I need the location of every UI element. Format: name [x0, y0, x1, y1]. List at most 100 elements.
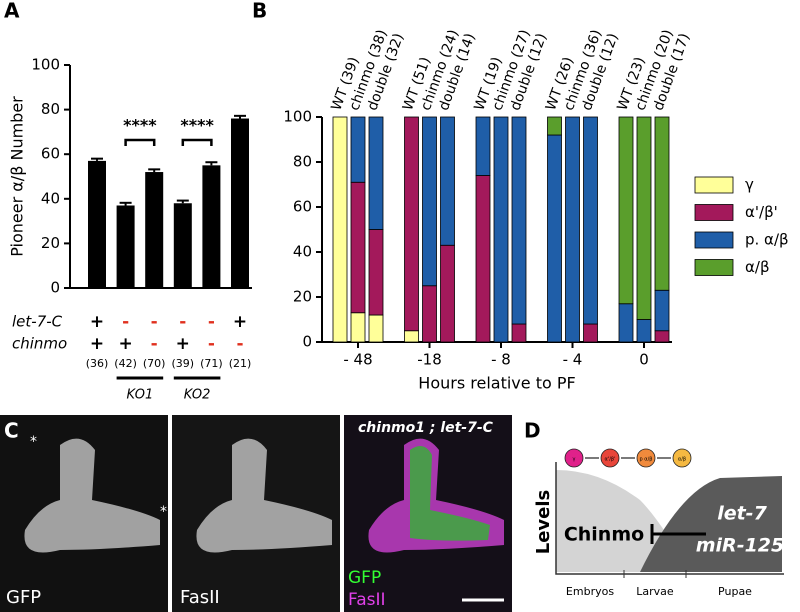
y-tick-label: 60: [41, 145, 60, 163]
y-tick-label: 0: [50, 279, 60, 297]
legend-label: α/β: [745, 258, 770, 276]
image-label: FasII: [180, 587, 220, 608]
bar-segment: [350, 116, 366, 183]
bar-segment: [368, 314, 384, 343]
merge-label: FasII: [348, 590, 386, 610]
bar-segment: [332, 116, 348, 343]
legend-swatch: [694, 176, 734, 194]
bar-segment: [404, 330, 419, 343]
bar-segment: [654, 116, 670, 291]
bar-segment: [368, 116, 384, 230]
x-tick-label: - 8: [491, 351, 511, 369]
legend-label: α'/β': [745, 203, 778, 221]
stage-label: α'/β': [605, 457, 616, 463]
bar: [231, 118, 249, 289]
image-label: GFP: [6, 587, 41, 608]
genotype-name: chinmo: [12, 335, 67, 353]
bar-segment: [511, 116, 527, 325]
marker: *: [30, 434, 37, 450]
bar: [88, 160, 106, 288]
count-label: (71): [200, 357, 223, 370]
group-label: KO2: [184, 388, 211, 403]
stage-circles: [564, 448, 692, 468]
marker: *: [160, 504, 167, 520]
stage-x-label: Embryos: [566, 585, 614, 598]
bar: [202, 165, 221, 288]
bar-segment: [547, 134, 562, 343]
brain-shape: [24, 438, 504, 553]
genotype-symbol: +: [90, 312, 104, 332]
x-axis-label: Hours relative to PF: [418, 374, 575, 393]
bar-segment: [583, 116, 598, 325]
genotype-symbol: -: [151, 312, 158, 332]
bar-segment: [636, 319, 652, 343]
bar-segment: [440, 116, 455, 246]
stage-x-label: Larvae: [636, 585, 674, 598]
bar-segment: [636, 116, 652, 320]
count-label: (21): [229, 357, 252, 370]
axes: [555, 462, 784, 575]
merge-label: GFP: [348, 568, 381, 588]
y-tick-label: 20: [293, 288, 312, 306]
bar-segment: [350, 312, 366, 343]
mir125-label: miR-125: [696, 535, 785, 557]
x-tick-label: - 48: [343, 351, 372, 369]
stage-x-label: Pupae: [718, 585, 752, 598]
y-tick-label: 60: [293, 198, 312, 216]
bar-segment: [422, 116, 437, 287]
count-label: (70): [143, 357, 166, 370]
y-axis-label: Pioneer α/β Number: [8, 96, 27, 257]
genotype-symbol: -: [208, 312, 215, 332]
legend-label: γ: [745, 176, 754, 194]
genotype-symbol: +: [90, 334, 104, 354]
bar-segment: [475, 116, 491, 176]
y-tick-label: 40: [293, 243, 312, 261]
significance-bracket: [124, 138, 156, 146]
legend-swatch: [694, 204, 734, 221]
bar-segment: [618, 116, 634, 305]
bar-segment: [511, 323, 527, 343]
legend-swatch: [694, 231, 734, 249]
stage-label: γ: [573, 457, 576, 463]
y-tick-label: 80: [41, 100, 60, 118]
legend-label: p. α/β: [745, 231, 789, 249]
significance-bracket: [181, 138, 213, 146]
bar-segment: [654, 289, 670, 332]
count-label: (36): [86, 357, 109, 370]
stage-label: p α/β: [640, 457, 653, 463]
let7-area: [640, 476, 782, 572]
bar-segment: [547, 116, 562, 136]
significance-label: ****: [180, 116, 214, 135]
panel-letter: D: [524, 419, 541, 443]
genotype-symbol: +: [118, 334, 132, 354]
bar: [145, 172, 164, 288]
x-tick-label: 0: [639, 351, 649, 369]
y-tick-label: 40: [41, 189, 60, 207]
bar-segment: [583, 323, 598, 343]
bar-segment: [654, 330, 670, 343]
merge-title: chinmo1 ; let-7-C: [358, 420, 494, 436]
axis-label: Levels: [533, 490, 554, 555]
bar-segment: [404, 116, 419, 332]
y-tick-label: 80: [293, 153, 312, 171]
genotype-symbol: +: [176, 334, 190, 354]
bar-segment: [440, 244, 455, 343]
bar-segment: [493, 116, 509, 343]
chinmo-label: Chinmo: [564, 524, 644, 546]
bar-segment: [475, 175, 491, 343]
genotype-symbol: +: [233, 312, 247, 332]
panel-letter: C: [4, 419, 19, 443]
x-tick-label: -18: [417, 351, 442, 369]
bar-segment: [368, 229, 384, 316]
let7-label: let-7: [717, 503, 767, 525]
bar-segment: [618, 303, 634, 343]
y-tick-label: 20: [41, 234, 60, 252]
count-label: (39): [172, 357, 195, 370]
bar-segment: [565, 116, 580, 343]
legend-swatch: [694, 259, 734, 276]
genotype-symbol: -: [179, 312, 186, 332]
genotype-symbol: -: [151, 334, 158, 354]
bar-segment: [350, 181, 366, 314]
y-tick-label: 0: [302, 333, 312, 351]
